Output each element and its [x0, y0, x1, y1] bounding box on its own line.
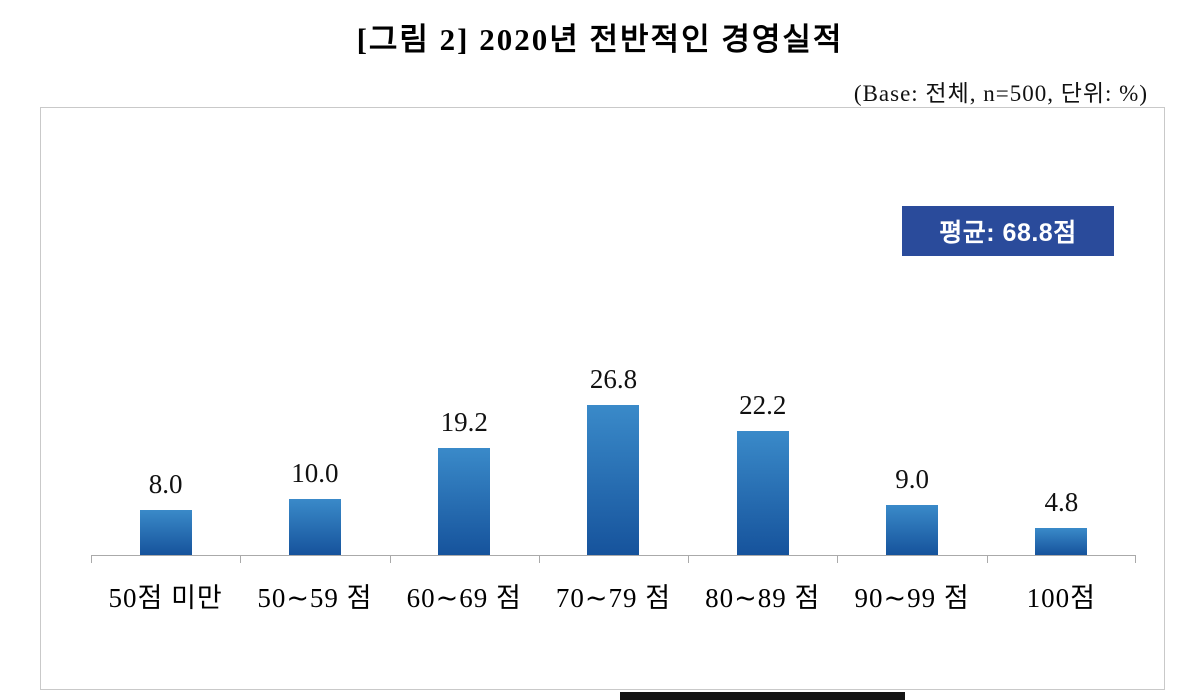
bar	[736, 431, 789, 555]
bar-column: 8.0	[91, 108, 240, 555]
bar-value-label: 22.2	[739, 390, 787, 420]
category-label: 60∼69 점	[406, 583, 522, 613]
axis-tick	[986, 555, 988, 563]
bar-value-label: 4.8	[1044, 487, 1079, 517]
bar	[438, 448, 491, 555]
base-note: (Base: 전체, n=500, 단위: %)	[853, 81, 1148, 106]
category-label: 70∼79 점	[555, 583, 672, 613]
bar	[587, 405, 640, 555]
bottom-partial-element	[620, 692, 905, 700]
bar	[139, 510, 192, 555]
bar-value-label: 8.0	[148, 469, 183, 499]
category-label: 80∼89 점	[705, 583, 821, 613]
axis-tick	[240, 555, 242, 563]
x-axis-ticks	[91, 555, 1136, 563]
axis-tick	[837, 555, 839, 563]
average-badge: 평균: 68.8점	[902, 206, 1114, 256]
category-label: 50∼59 점	[257, 583, 373, 613]
category-label: 50점 미만	[108, 583, 223, 613]
bar-column: 22.2	[688, 108, 837, 555]
bar-column: 19.2	[390, 108, 539, 555]
bar	[886, 505, 939, 555]
category-label: 90∼99 점	[854, 583, 970, 613]
bar-column: 4.8	[987, 108, 1136, 555]
axis-tick	[538, 555, 540, 563]
bar-column: 9.0	[837, 108, 986, 555]
bar	[288, 499, 341, 555]
bar-value-label: 19.2	[440, 407, 488, 437]
axis-tick	[688, 555, 690, 563]
category-label: 100점	[1026, 583, 1097, 613]
bar-value-label: 9.0	[895, 464, 929, 494]
axis-tick	[389, 555, 391, 563]
bar-value-label: 26.8	[589, 364, 638, 394]
chart-title: [그림 2] 2020년 전반적인 경영실적	[356, 22, 844, 57]
category-labels: 50점 미만 50∼59 점 60∼69 점 70∼79 점 80∼89 점 90∼99 …	[91, 576, 1136, 620]
bar	[1035, 528, 1088, 555]
axis-tick	[91, 555, 92, 563]
bar-value-label: 10.0	[291, 458, 339, 488]
bar-column: 10.0	[240, 108, 389, 555]
x-axis-line	[91, 555, 1136, 556]
bar-chart: 8.0 10.0 19.2 26.8 22.2 9.0 4.8	[91, 108, 1136, 555]
axis-tick	[1135, 555, 1136, 563]
bar-column: 26.8	[539, 108, 688, 555]
chart-frame: 평균: 68.8점 8.0 10.0 19.2 26.8 22.2 9.0 4.8 50점 …	[40, 107, 1165, 690]
